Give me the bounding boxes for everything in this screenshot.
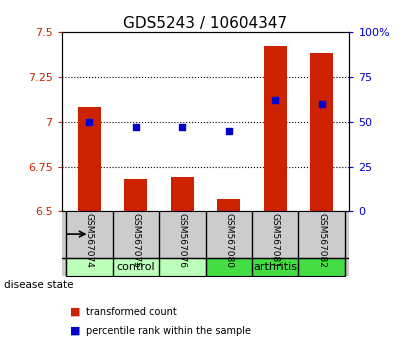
Text: GSM567082: GSM567082: [317, 213, 326, 268]
Point: [318, 101, 325, 107]
Bar: [66, 258, 206, 276]
Text: ■: ■: [70, 326, 81, 336]
Text: arthritis: arthritis: [253, 262, 297, 272]
Point: [86, 119, 93, 125]
Text: GSM567080: GSM567080: [224, 213, 233, 268]
Text: control: control: [117, 262, 155, 272]
Bar: [171, 177, 194, 211]
Point: [179, 124, 186, 130]
Bar: [206, 258, 345, 276]
Bar: [217, 199, 240, 211]
Bar: [263, 46, 287, 211]
Text: GSM567074: GSM567074: [85, 213, 94, 268]
Bar: [310, 53, 333, 211]
Text: disease state: disease state: [4, 280, 74, 290]
Text: ■: ■: [70, 307, 81, 316]
Text: transformed count: transformed count: [86, 307, 177, 316]
Title: GDS5243 / 10604347: GDS5243 / 10604347: [123, 16, 288, 31]
Bar: [124, 179, 148, 211]
Point: [272, 97, 278, 103]
Text: GSM567075: GSM567075: [132, 213, 141, 268]
Point: [225, 128, 232, 133]
Text: GSM567076: GSM567076: [178, 213, 187, 268]
Bar: [78, 107, 101, 211]
Text: GSM567081: GSM567081: [270, 213, 279, 268]
Text: percentile rank within the sample: percentile rank within the sample: [86, 326, 251, 336]
Point: [133, 124, 139, 130]
